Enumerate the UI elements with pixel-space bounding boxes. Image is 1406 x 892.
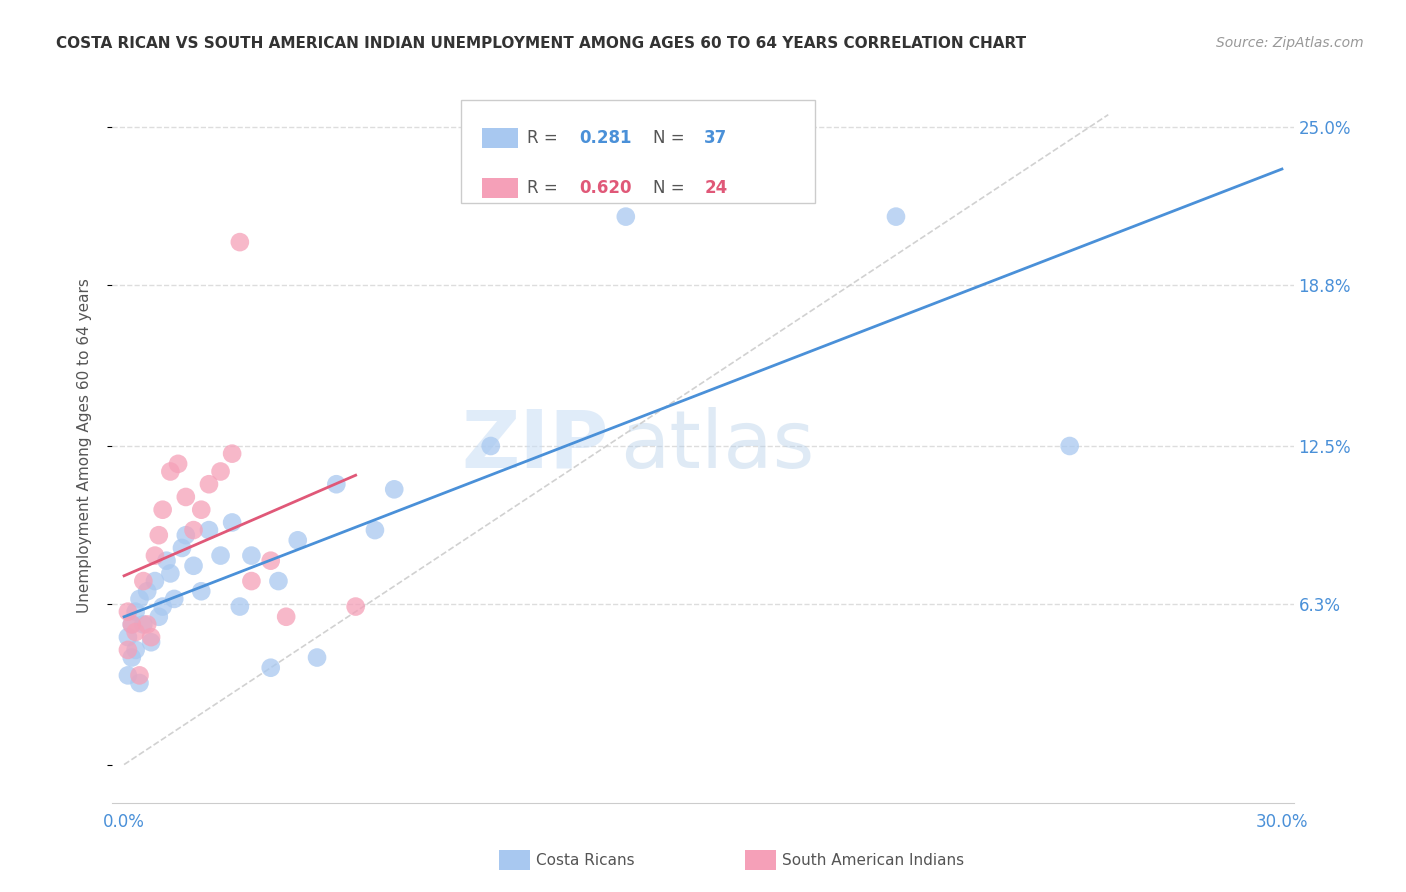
Point (121, 617, 143, 632)
Text: ZIP: ZIP (461, 407, 609, 485)
Point (240, 574, 263, 588)
Point (183, 558, 205, 573)
Text: 24: 24 (704, 179, 727, 197)
Point (190, 502, 212, 516)
Point (382, 483, 405, 497)
Point (174, 528, 197, 542)
Point (124, 605, 146, 619)
Text: atlas: atlas (620, 407, 814, 485)
Point (143, 549, 166, 563)
Point (229, 599, 252, 614)
Point (128, 668, 150, 682)
Point (163, 591, 186, 606)
Point (344, 599, 367, 614)
Point (128, 676, 150, 690)
Point (170, 541, 193, 555)
Point (198, 523, 221, 537)
Point (152, 599, 174, 614)
Point (121, 617, 143, 632)
Point (124, 643, 146, 657)
Text: N =: N = (654, 129, 690, 147)
Point (117, 668, 139, 682)
Point (159, 465, 181, 479)
Text: COSTA RICAN VS SOUTH AMERICAN INDIAN UNEMPLOYMENT AMONG AGES 60 TO 64 YEARS CORR: COSTA RICAN VS SOUTH AMERICAN INDIAN UNE… (56, 36, 1026, 51)
Text: 0.620: 0.620 (579, 179, 631, 197)
Text: R =: R = (527, 129, 562, 147)
Point (260, 661, 283, 675)
Point (139, 635, 162, 649)
Point (287, 533, 309, 548)
Point (136, 584, 159, 599)
Text: Source: ZipAtlas.com: Source: ZipAtlas.com (1216, 36, 1364, 50)
Point (479, 439, 502, 453)
Point (221, 516, 243, 530)
Point (614, 210, 637, 224)
Point (152, 502, 174, 516)
Point (132, 617, 155, 632)
Point (174, 490, 197, 504)
Point (143, 574, 166, 588)
Point (159, 566, 181, 581)
FancyBboxPatch shape (482, 128, 517, 148)
Point (117, 643, 139, 657)
Text: South American Indians: South American Indians (782, 854, 965, 868)
Point (240, 549, 263, 563)
Point (209, 465, 232, 479)
Text: 37: 37 (704, 129, 727, 147)
Point (305, 650, 328, 665)
Point (198, 477, 221, 491)
Point (155, 554, 177, 568)
FancyBboxPatch shape (461, 100, 815, 203)
Text: R =: R = (527, 179, 562, 197)
Point (325, 477, 347, 491)
Point (229, 235, 252, 249)
Point (124, 625, 146, 640)
Text: N =: N = (654, 179, 690, 197)
Point (190, 584, 212, 599)
Point (260, 554, 283, 568)
Point (117, 630, 139, 644)
Point (121, 650, 143, 665)
Point (364, 523, 387, 537)
FancyBboxPatch shape (482, 178, 517, 198)
Point (221, 447, 243, 461)
Point (148, 609, 170, 624)
Point (117, 605, 139, 619)
Point (1059, 439, 1081, 453)
Point (209, 549, 232, 563)
Point (267, 574, 290, 588)
Point (136, 617, 159, 632)
Point (139, 630, 162, 644)
Point (128, 591, 150, 606)
Point (183, 523, 205, 537)
Y-axis label: Unemployment Among Ages 60 to 64 years: Unemployment Among Ages 60 to 64 years (77, 278, 91, 614)
Text: 0.281: 0.281 (579, 129, 631, 147)
Point (167, 457, 190, 471)
Point (132, 574, 155, 588)
Point (276, 609, 298, 624)
Text: Costa Ricans: Costa Ricans (536, 854, 634, 868)
Point (148, 528, 170, 542)
Point (884, 210, 907, 224)
